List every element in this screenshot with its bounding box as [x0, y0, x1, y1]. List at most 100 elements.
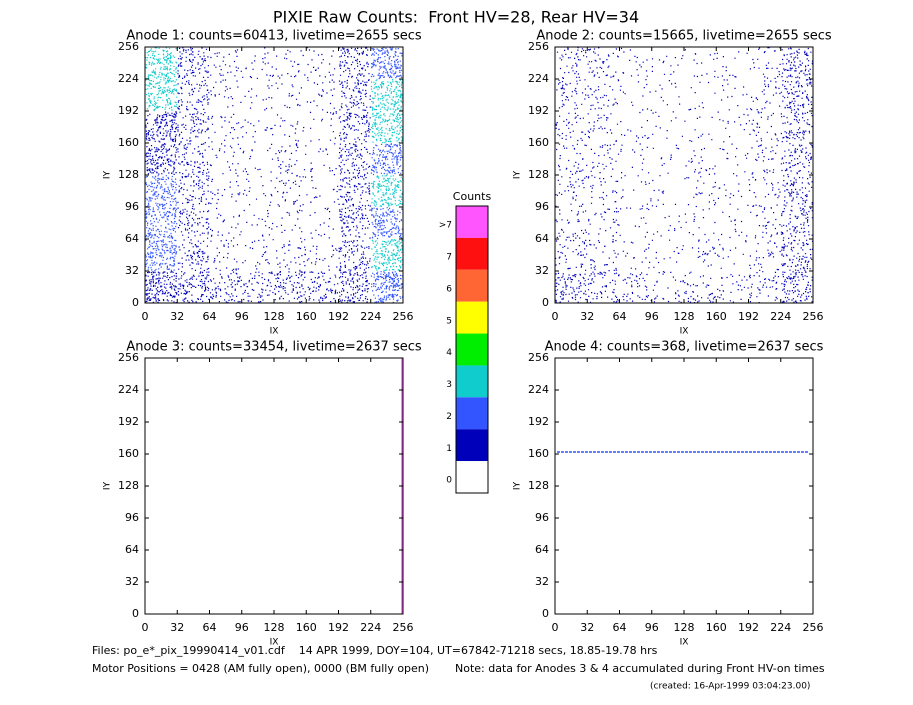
x-tick-label: 0 [552, 310, 559, 323]
density-cell [556, 47, 588, 79]
density-cell [370, 47, 403, 80]
colorbar-swatch [456, 365, 488, 398]
footer-note: Note: data for Anodes 3 & 4 accumulated … [455, 662, 825, 675]
density-cell [721, 79, 748, 111]
y-tick-label: 96 [535, 511, 549, 524]
density-cell [555, 112, 586, 142]
density-cell [339, 207, 371, 239]
density-cell [555, 239, 588, 271]
density-cell [619, 79, 652, 111]
x-axis-label: IX [270, 638, 279, 648]
y-tick-label: 224 [118, 72, 139, 85]
x-axis-label: IX [680, 638, 689, 648]
density-cell [243, 209, 274, 237]
density-cell [555, 272, 587, 303]
density-cell [177, 207, 210, 239]
density-cell [276, 209, 303, 239]
y-tick-label: 64 [125, 232, 139, 245]
y-tick-label: 32 [125, 575, 139, 588]
footer-created: (created: 16-Apr-1999 03:04:23.00) [650, 682, 810, 692]
density-cell [590, 143, 620, 174]
x-tick-label: 256 [393, 621, 414, 634]
y-tick-label: 128 [528, 168, 549, 181]
y-tick-label: 256 [528, 40, 549, 53]
y-axis-label: IY [513, 481, 523, 490]
density-cell [716, 51, 748, 78]
density-cell [309, 111, 337, 142]
density-cell [620, 111, 650, 142]
density-cell [555, 209, 587, 239]
density-cell [555, 176, 588, 207]
density-cell [620, 47, 648, 77]
colorbar-label: 4 [446, 348, 452, 358]
x-tick-label: 256 [393, 310, 414, 323]
density-cell [780, 143, 814, 176]
x-tick-label: 128 [264, 621, 285, 634]
x-tick-label: 256 [803, 621, 824, 634]
panel-title: Anode 2: counts=15665, livetime=2655 sec… [536, 29, 832, 44]
x-tick-label: 96 [645, 621, 659, 634]
density-cell [587, 175, 619, 206]
density-cell [338, 79, 371, 111]
density-cell [780, 111, 813, 143]
density-cell [242, 47, 274, 79]
density-cell [242, 176, 273, 206]
density-cell [622, 241, 651, 270]
density-cell [685, 147, 716, 175]
x-axis-label: IX [270, 327, 279, 337]
density-cell [371, 207, 403, 240]
density-cell [780, 207, 813, 239]
density-cell [587, 47, 619, 78]
density-cell [651, 55, 684, 75]
x-tick-label: 0 [142, 310, 149, 323]
density-cell [717, 274, 749, 303]
density-cell [338, 143, 371, 176]
density-cell [587, 271, 620, 303]
density-cell [309, 207, 334, 239]
density-cell [274, 114, 305, 142]
density-cell [655, 80, 681, 106]
density-cell [275, 49, 306, 79]
colorbar-label: 3 [446, 380, 452, 390]
y-tick-label: 0 [132, 607, 139, 620]
panel-title: Anode 1: counts=60413, livetime=2655 sec… [126, 29, 422, 44]
y-tick-label: 64 [535, 232, 549, 245]
colorbar-label: >7 [439, 221, 452, 231]
density-cell [145, 239, 178, 272]
density-cell [749, 47, 781, 79]
x-tick-label: 32 [170, 621, 184, 634]
density-cell [306, 47, 336, 79]
density-cell [370, 271, 403, 304]
density-cell [338, 47, 370, 79]
density-cell [556, 79, 587, 110]
density-cell [276, 239, 306, 271]
colorbar-label: 6 [446, 284, 452, 294]
density-cell [145, 47, 178, 80]
colorbar-swatch [456, 397, 488, 430]
density-cell [622, 272, 652, 302]
y-tick-label: 32 [125, 264, 139, 277]
density-cell [717, 175, 749, 206]
x-tick-label: 128 [674, 621, 695, 634]
density-cell [210, 239, 239, 271]
x-tick-label: 224 [360, 310, 381, 323]
colorbar-swatch [456, 269, 488, 302]
density-cell [748, 111, 779, 142]
density-cell [556, 143, 588, 175]
colorbar-swatch [456, 429, 488, 462]
density-cell [717, 111, 749, 143]
x-tick-label: 0 [552, 621, 559, 634]
x-tick-label: 96 [235, 621, 249, 634]
y-tick-label: 192 [118, 104, 139, 117]
x-tick-label: 64 [613, 621, 627, 634]
density-cell [748, 176, 781, 207]
density-cell [781, 47, 814, 79]
density-cell [370, 111, 404, 144]
y-tick-label: 0 [542, 607, 549, 620]
density-cell [177, 175, 210, 207]
colorbar-swatch [456, 237, 488, 270]
y-tick-label: 32 [535, 575, 549, 588]
density-cell [210, 175, 241, 205]
density-cell [306, 79, 335, 111]
density-cell [781, 239, 814, 272]
